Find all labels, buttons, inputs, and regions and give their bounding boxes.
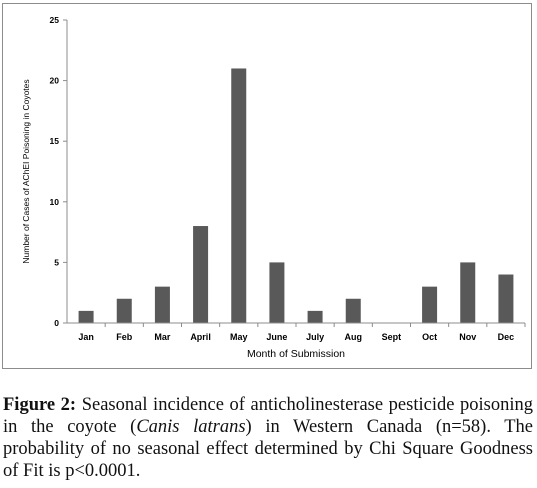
x-axis-ticks: Jan Feb Mar April May June July Aug Sept Oct Nov De… xyxy=(78,323,526,342)
bar-mar xyxy=(154,286,170,323)
x-tick-label: Jan xyxy=(78,332,94,342)
bar-chart: 0 5 10 15 20 25 Jan Feb Mar April May June July Aug S… xyxy=(21,15,526,360)
figure-caption: Figure 2: Seasonal incidence of antichol… xyxy=(3,394,533,482)
y-axis-title: Number of Cases of AChEI Poisoning in Co… xyxy=(21,79,31,263)
bar-jan xyxy=(78,310,94,323)
y-tick-label: 0 xyxy=(54,318,59,328)
y-tick-label: 5 xyxy=(54,257,59,267)
bar-feb xyxy=(116,298,132,323)
y-tick-label: 10 xyxy=(50,197,60,207)
x-tick-label: Oct xyxy=(422,332,437,342)
x-tick-label: April xyxy=(190,332,211,342)
y-axis-ticks: 0 5 10 15 20 25 xyxy=(50,15,67,328)
bar-april xyxy=(193,226,209,323)
caption-text-part1: Seasonal incidence of anticholinesterase… xyxy=(3,395,534,437)
caption-text-part2: ) in Western Canada (n=58). The probabil… xyxy=(3,417,534,481)
bar-nov xyxy=(460,262,476,323)
y-tick-label: 20 xyxy=(50,76,60,86)
x-tick-label: Dec xyxy=(498,332,515,342)
caption-species-name: Canis latrans xyxy=(136,417,246,437)
bar-aug xyxy=(345,298,361,323)
x-axis-title: Month of Submission xyxy=(247,348,345,360)
bar-july xyxy=(307,310,323,323)
bar-series xyxy=(78,68,514,323)
chart-frame: 0 5 10 15 20 25 Jan Feb Mar April May June July Aug S… xyxy=(2,3,532,369)
x-tick-label: Feb xyxy=(116,332,133,342)
x-tick-label: July xyxy=(306,332,324,342)
bar-dec xyxy=(498,274,514,323)
bar-oct xyxy=(422,286,438,323)
x-tick-label: May xyxy=(230,332,248,342)
y-tick-label: 15 xyxy=(50,136,60,146)
x-tick-label: June xyxy=(266,332,287,342)
caption-figure-label: Figure 2: xyxy=(3,395,77,415)
x-tick-label: Mar xyxy=(154,332,171,342)
y-tick-label: 25 xyxy=(50,15,60,25)
x-tick-label: Nov xyxy=(459,332,476,342)
bar-may xyxy=(231,68,247,323)
bar-june xyxy=(269,262,285,323)
x-tick-label: Aug xyxy=(345,332,363,342)
x-tick-label: Sept xyxy=(382,332,402,342)
